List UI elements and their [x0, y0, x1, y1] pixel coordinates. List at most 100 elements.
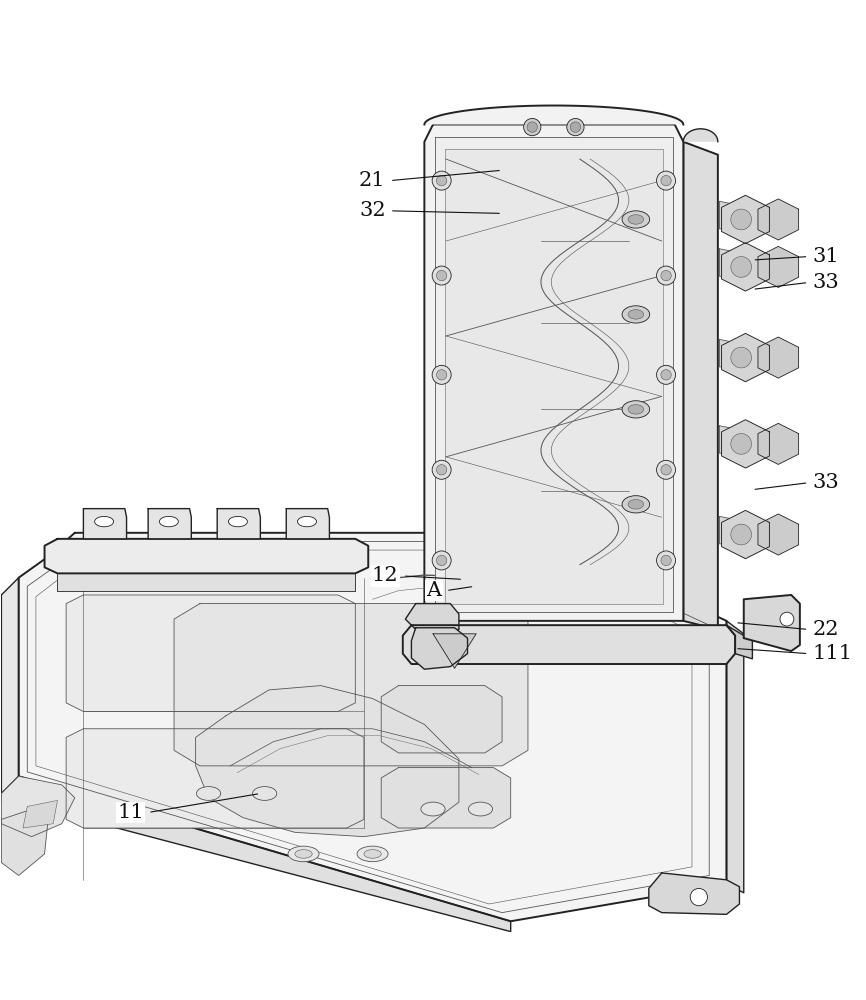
Ellipse shape [628, 215, 643, 224]
Ellipse shape [253, 787, 277, 800]
Polygon shape [758, 199, 798, 240]
Polygon shape [758, 514, 798, 555]
Polygon shape [727, 625, 753, 659]
Circle shape [436, 465, 447, 475]
Circle shape [527, 122, 538, 132]
Polygon shape [2, 776, 53, 819]
Ellipse shape [357, 846, 388, 862]
Circle shape [656, 365, 675, 384]
Text: 33: 33 [813, 473, 839, 492]
Polygon shape [758, 337, 798, 378]
Polygon shape [83, 509, 126, 539]
Polygon shape [57, 573, 355, 591]
Text: 33: 33 [813, 273, 839, 292]
Ellipse shape [421, 802, 445, 816]
Ellipse shape [94, 516, 113, 527]
Ellipse shape [622, 211, 650, 228]
Polygon shape [758, 246, 798, 287]
Ellipse shape [197, 787, 221, 800]
Polygon shape [720, 426, 741, 453]
Ellipse shape [622, 401, 650, 418]
Polygon shape [649, 873, 740, 914]
Circle shape [432, 266, 451, 285]
Circle shape [436, 370, 447, 380]
Circle shape [656, 171, 675, 190]
Circle shape [436, 555, 447, 566]
Text: 12: 12 [372, 566, 398, 585]
Polygon shape [66, 729, 364, 828]
Polygon shape [720, 339, 741, 367]
Polygon shape [411, 628, 468, 669]
Circle shape [524, 118, 541, 136]
Polygon shape [721, 333, 769, 382]
Text: 11: 11 [117, 803, 144, 822]
Text: A: A [427, 581, 442, 600]
Polygon shape [196, 686, 459, 837]
Circle shape [731, 347, 752, 368]
Polygon shape [2, 811, 48, 876]
Polygon shape [727, 621, 744, 893]
Ellipse shape [628, 405, 643, 414]
Circle shape [567, 118, 584, 136]
Ellipse shape [622, 496, 650, 513]
Polygon shape [435, 137, 673, 612]
Circle shape [656, 460, 675, 479]
Circle shape [731, 257, 752, 277]
Polygon shape [721, 510, 769, 559]
Polygon shape [403, 625, 735, 664]
Polygon shape [683, 142, 718, 629]
Polygon shape [2, 776, 74, 837]
Text: 22: 22 [813, 620, 839, 639]
Polygon shape [19, 533, 727, 921]
Circle shape [661, 175, 671, 186]
Ellipse shape [295, 850, 312, 858]
Text: 32: 32 [359, 201, 385, 220]
Circle shape [432, 171, 451, 190]
Circle shape [731, 209, 752, 230]
Circle shape [432, 365, 451, 384]
Polygon shape [721, 243, 769, 291]
Polygon shape [381, 768, 511, 828]
Circle shape [780, 612, 794, 626]
Polygon shape [424, 106, 683, 124]
Polygon shape [287, 509, 329, 539]
Polygon shape [381, 686, 502, 753]
Polygon shape [720, 201, 741, 229]
Circle shape [656, 266, 675, 285]
Circle shape [690, 888, 708, 906]
Polygon shape [66, 595, 355, 711]
Circle shape [570, 122, 580, 132]
Polygon shape [720, 249, 741, 276]
Circle shape [432, 551, 451, 570]
Ellipse shape [628, 310, 643, 319]
Ellipse shape [288, 846, 319, 862]
Circle shape [432, 460, 451, 479]
Circle shape [656, 551, 675, 570]
Circle shape [661, 370, 671, 380]
Ellipse shape [628, 500, 643, 509]
Circle shape [436, 270, 447, 281]
Polygon shape [217, 509, 261, 539]
Polygon shape [433, 634, 476, 668]
Polygon shape [23, 800, 57, 828]
Polygon shape [19, 776, 511, 932]
Polygon shape [405, 604, 459, 629]
Polygon shape [174, 604, 528, 766]
Circle shape [661, 465, 671, 475]
Polygon shape [720, 516, 741, 544]
Ellipse shape [622, 306, 650, 323]
Circle shape [661, 270, 671, 281]
Polygon shape [744, 595, 800, 651]
Circle shape [436, 175, 447, 186]
Polygon shape [721, 420, 769, 468]
Text: 31: 31 [813, 247, 839, 266]
Ellipse shape [364, 850, 381, 858]
Polygon shape [424, 124, 683, 621]
Ellipse shape [298, 516, 316, 527]
Polygon shape [683, 129, 718, 142]
Circle shape [731, 524, 752, 545]
Circle shape [661, 555, 671, 566]
Polygon shape [148, 509, 191, 539]
Text: 111: 111 [813, 644, 853, 663]
Circle shape [731, 434, 752, 454]
